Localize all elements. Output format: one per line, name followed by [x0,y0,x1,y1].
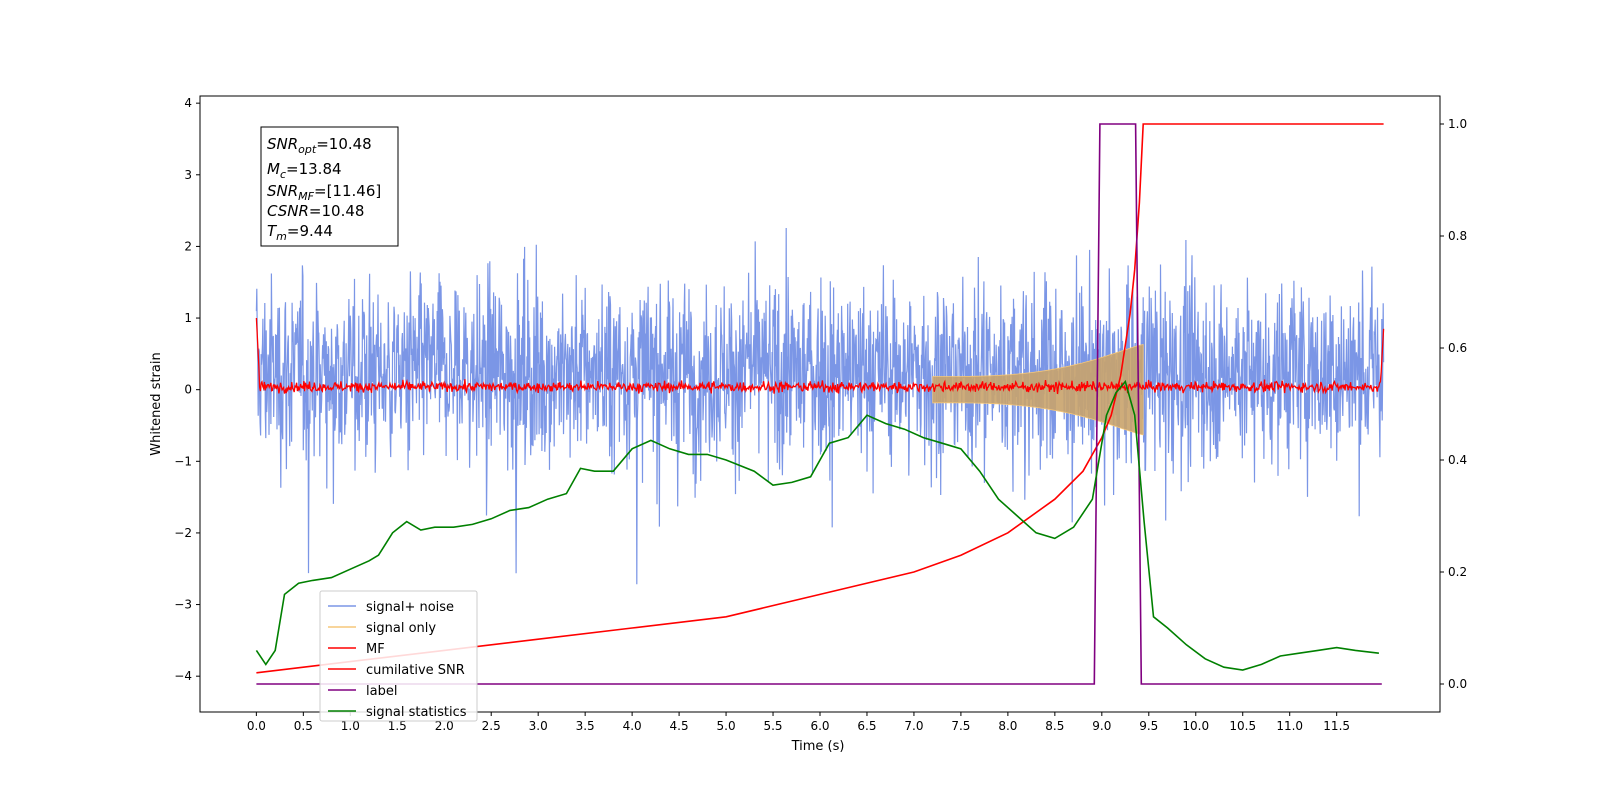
left-y-tick-label: −2 [174,526,192,540]
x-tick-label: 2.5 [482,719,501,733]
left-y-tick-label: 4 [184,96,192,110]
x-tick-label: 2.0 [435,719,454,733]
annotation-mc: Mc=13.84 [267,160,342,181]
right-y-tick-label: 0.6 [1448,341,1467,355]
annotation-snr-opt: SNRopt=10.48 [267,135,372,156]
x-tick-label: 10.0 [1182,719,1209,733]
legend-entry: cumilative SNR [366,663,465,678]
x-axis-label: Time (s) [791,739,845,754]
x-tick-label: 0.5 [294,719,313,733]
x-tick-label: 4.5 [670,719,689,733]
annotation-tm: Tm=9.44 [267,222,333,243]
y-axis-label: Whitened strain [149,352,164,455]
series-signal-plus-noise [255,227,1385,585]
left-y-tick-label: −1 [174,454,192,468]
right-y-axis-ticks: 1.0 0.8 0.6 0.4 0.2 0.0 [1440,117,1467,691]
x-tick-label: 9.0 [1092,719,1111,733]
legend-entry: label [366,684,397,699]
left-y-tick-label: 1 [184,311,192,325]
x-tick-label: 9.5 [1139,719,1158,733]
x-tick-label: 3.5 [576,719,595,733]
series-mf [255,317,1385,395]
x-tick-label: 5.5 [763,719,782,733]
legend-entry: MF [366,642,385,657]
left-y-axis-ticks: 4 3 2 1 0 −1 −2 −3 −4 [174,96,200,683]
series-signal-statistics [255,379,1379,671]
series-cumulative-snr [256,123,1384,674]
x-tick-label: 1.5 [388,719,407,733]
right-y-tick-label: 0.8 [1448,229,1467,243]
x-tick-label: 8.5 [1045,719,1064,733]
right-y-tick-label: 0.4 [1448,453,1467,467]
left-y-tick-label: 2 [184,239,192,253]
stats-annotation-box: SNRopt=10.48 Mc=13.84 SNRMF=[11.46] CSNR… [260,126,399,247]
series-label [256,123,1382,685]
x-tick-label: 4.0 [623,719,642,733]
x-tick-label: 1.0 [341,719,360,733]
x-tick-label: 7.0 [904,719,923,733]
x-tick-label: 3.0 [529,719,548,733]
left-y-tick-label: −3 [174,598,192,612]
left-y-tick-label: 0 [184,383,192,397]
x-tick-label: 11.0 [1276,719,1303,733]
x-tick-label: 10.5 [1229,719,1256,733]
x-tick-label: 0.0 [247,719,266,733]
left-y-tick-label: 3 [184,168,192,182]
legend-entry: signal only [366,621,436,636]
series-layer [255,123,1385,685]
x-tick-label: 7.5 [951,719,970,733]
x-tick-label: 5.0 [717,719,736,733]
right-y-tick-label: 1.0 [1448,117,1467,131]
x-tick-label: 11.5 [1323,719,1350,733]
annotation-snr-mf: SNRMF=[11.46] [267,182,381,203]
legend-entry: signal statistics [366,705,467,720]
annotation-csnr: CSNR=10.48 [267,202,364,220]
legend-items: signal+ noise signal only MF cumilative SNR… [328,600,467,720]
right-y-tick-label: 0.2 [1448,565,1467,579]
x-tick-label: 6.0 [810,719,829,733]
right-y-tick-label: 0.0 [1448,677,1467,691]
legend: signal+ noise signal only MF cumilative SNR… [319,590,478,722]
legend-entry: signal+ noise [366,600,454,615]
x-axis-ticks: 0.0 0.5 1.0 1.5 2.0 2.5 3.0 3.5 4.0 4.5 5.0 5.5 6.0 6… [247,712,1350,733]
left-y-tick-label: −4 [174,669,192,683]
x-tick-label: 6.5 [857,719,876,733]
x-tick-label: 8.0 [998,719,1017,733]
